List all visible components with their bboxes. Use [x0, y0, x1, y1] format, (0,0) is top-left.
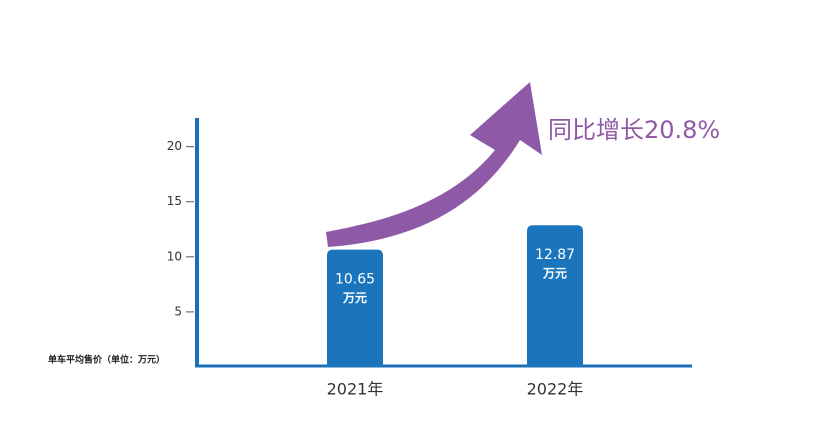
annotation: 同比增长20.8% — [548, 116, 720, 144]
y-tick-label: 20 — [167, 139, 182, 153]
x-tick-label: 2021年 — [327, 380, 384, 399]
bar — [527, 225, 583, 367]
value-unit: 万元 — [342, 291, 367, 305]
value-unit: 万元 — [542, 267, 567, 281]
value-label: 10.65 — [335, 272, 375, 288]
value-label: 12.87 — [535, 247, 575, 263]
growth-arrow — [326, 82, 542, 247]
y-tick-label: 15 — [167, 194, 182, 208]
y-tick-label: 10 — [167, 249, 182, 263]
bar — [327, 249, 383, 367]
y-axis-label: 单车平均售价（单位：万元） — [48, 354, 165, 366]
x-tick-label: 2022年 — [527, 380, 584, 399]
y-tick-label: 5 — [174, 304, 182, 318]
